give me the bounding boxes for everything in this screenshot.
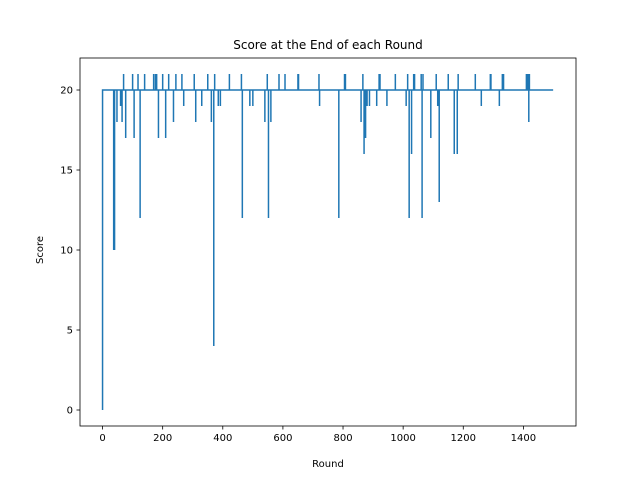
y-tick-label: 0 [67,406,73,417]
chart-title: Score at the End of each Round [233,38,423,52]
plot-area [101,74,554,410]
x-tick-label: 800 [333,433,352,444]
x-tick-label: 0 [99,433,105,444]
y-tick-label: 5 [67,326,73,337]
x-tick-label: 200 [153,433,172,444]
x-tick-label: 400 [213,433,232,444]
x-axis-label: Round [312,459,344,470]
y-tick-label: 10 [60,246,73,257]
y-tick-label: 20 [60,86,73,97]
x-tick-label: 600 [273,433,292,444]
x-tick-label: 1000 [390,433,415,444]
axes-frame [79,57,577,427]
y-axis-label: Score [35,236,46,264]
x-tick-label: 1400 [511,433,536,444]
x-tick-label: 1200 [451,433,476,444]
y-tick-label: 15 [60,166,73,177]
score-series-line [101,74,554,410]
x-axis: 0 200 400 600 800 1000 1200 1400 [99,426,536,444]
y-axis: 0 5 10 15 20 [60,86,80,417]
